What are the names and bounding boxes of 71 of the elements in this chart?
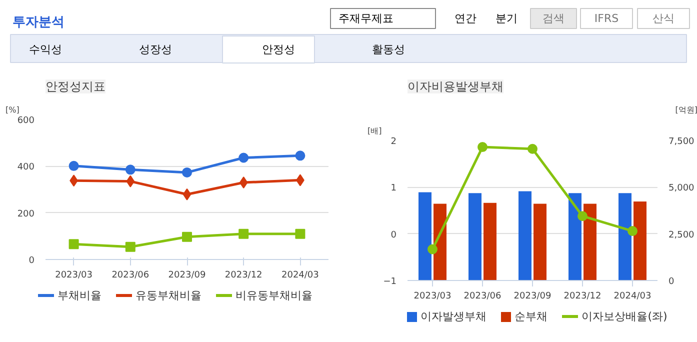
x-tick-label: 2023/06 xyxy=(464,292,502,302)
y2-tick-label: 5,000 xyxy=(668,184,695,194)
y-tick-label: 600 xyxy=(17,116,35,126)
bar xyxy=(618,193,632,280)
bar xyxy=(518,191,532,280)
x-tick-label: 2023/12 xyxy=(564,292,602,302)
point xyxy=(126,175,135,188)
x-tick-label: 2023/06 xyxy=(112,270,150,280)
legend-label: 순부채 xyxy=(514,310,548,323)
text: 분기 xyxy=(496,12,518,25)
x-tick-label: 2023/12 xyxy=(224,270,262,280)
point xyxy=(238,228,249,239)
text: 활동성 xyxy=(372,43,405,56)
x-tick-label: 2024/03 xyxy=(282,270,319,280)
legend-label: 부채비율 xyxy=(58,289,102,302)
point xyxy=(182,167,192,178)
y-axis-title: [%] xyxy=(6,106,20,114)
x-tick-label: 2023/03 xyxy=(55,270,92,280)
point xyxy=(295,228,306,239)
y2-tick-label: 2,500 xyxy=(668,230,695,240)
chart-title: 이자비용발생부채 xyxy=(408,80,504,94)
point xyxy=(182,232,192,242)
point xyxy=(182,188,192,200)
text: 투자분석 xyxy=(12,15,64,30)
point xyxy=(125,242,136,252)
x-tick-label: 2023/09 xyxy=(168,270,206,280)
bar xyxy=(568,193,582,280)
y-axis-title: [배] xyxy=(368,126,382,136)
y-tick-label: 400 xyxy=(17,162,35,173)
y-tick-label: 0 xyxy=(390,230,397,240)
text: 검색 xyxy=(542,12,564,25)
bar xyxy=(584,204,596,280)
y2-tick-label: 7,500 xyxy=(668,137,695,147)
point xyxy=(478,142,488,152)
text: 성장성 xyxy=(139,43,172,56)
point xyxy=(528,144,538,154)
y2-axis-title: [억원] xyxy=(675,106,697,114)
point xyxy=(239,176,248,188)
legend-label: 유동부채비율 xyxy=(136,289,202,302)
point xyxy=(578,211,588,222)
point xyxy=(238,152,249,163)
text: IFRS xyxy=(594,12,619,25)
point xyxy=(428,244,438,254)
text: 안정성 xyxy=(262,43,295,56)
y-tick-label: 200 xyxy=(17,209,35,220)
legend-label: 이자보상배율(좌) xyxy=(582,310,668,323)
bar xyxy=(484,202,496,280)
chart-title: 안정성지표 xyxy=(46,80,106,94)
y-tick-label: −1 xyxy=(383,277,397,287)
point xyxy=(125,164,136,175)
x-tick-label: 2024/03 xyxy=(614,292,652,302)
text: 산식 xyxy=(652,12,674,25)
x-tick-label: 2023/03 xyxy=(414,292,452,302)
bar xyxy=(468,193,482,280)
bar xyxy=(534,204,546,280)
y-tick-label: 1 xyxy=(390,184,397,194)
point xyxy=(68,239,79,250)
legend-label: 이자발생부채 xyxy=(420,310,487,323)
bar xyxy=(418,192,432,280)
y-tick-label: 2 xyxy=(390,137,397,147)
point xyxy=(628,226,638,236)
text: 수익성 xyxy=(29,43,62,56)
text: 주재무제표 xyxy=(338,12,394,25)
y2-tick-label: 0 xyxy=(668,277,674,287)
x-tick-label: 2023/09 xyxy=(514,292,552,302)
point xyxy=(68,160,79,171)
bar xyxy=(634,202,646,280)
legend-label: 비유동부채비율 xyxy=(236,289,312,302)
point xyxy=(295,150,306,161)
text: 연간 xyxy=(454,12,476,25)
y-tick-label: 0 xyxy=(28,256,35,266)
